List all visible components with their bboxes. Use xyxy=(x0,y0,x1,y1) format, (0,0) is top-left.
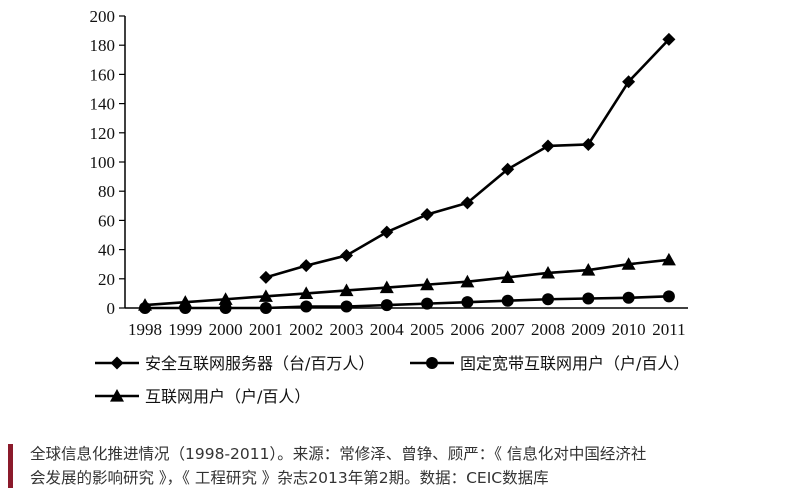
data-point-circle xyxy=(340,300,353,313)
y-tick-group: 0 20 40 60 80 100 120 140 160 180 200 xyxy=(90,7,125,318)
x-tick-label: 2007 xyxy=(491,320,526,339)
x-tick-label: 2002 xyxy=(289,320,323,339)
x-tick-label: 1998 xyxy=(128,320,162,339)
x-tick-label: 2006 xyxy=(450,320,484,339)
x-axis: 1998 1999 2000 2001 2002 2003 2004 2005 2006 2007… xyxy=(125,307,688,339)
x-tick-label: 2003 xyxy=(330,320,364,339)
legend-label-1: 安全互联网服务器（台/百万人） xyxy=(145,354,374,373)
data-point-diamond xyxy=(259,270,273,284)
series-line-1 xyxy=(265,38,670,279)
data-point-circle xyxy=(542,293,554,306)
legend: 安全互联网服务器（台/百万人） 固定宽带互联网用户（户/百人） 互联网用户（户/百人… xyxy=(95,354,689,406)
data-point-circle xyxy=(426,357,438,369)
y-tick-label: 20 xyxy=(98,270,115,289)
data-point-triangle xyxy=(661,252,676,266)
data-point-triangle xyxy=(500,270,515,283)
data-point-triangle xyxy=(299,286,314,299)
data-point-triangle xyxy=(621,257,636,270)
data-point-triangle xyxy=(339,283,354,297)
data-point-diamond xyxy=(581,137,595,151)
x-tick-label: 2008 xyxy=(531,320,565,339)
data-point-triangle xyxy=(110,389,124,402)
line-chart: 0 20 40 60 80 100 120 140 160 180 200 1998 1999 2000… xyxy=(90,7,690,406)
y-tick-label: 40 xyxy=(98,241,115,260)
x-tick-group: 1998 1999 2000 2001 2002 2003 2004 2005 2006 2007… xyxy=(128,320,686,339)
data-point-triangle xyxy=(379,280,394,294)
data-point-diamond xyxy=(622,75,636,89)
data-point-circle xyxy=(300,300,313,313)
series-line-2 xyxy=(145,295,669,310)
x-tick-label: 2011 xyxy=(652,320,685,339)
data-point-circle xyxy=(582,292,595,305)
legend-label-2: 固定宽带互联网用户（户/百人） xyxy=(460,354,689,373)
data-point-circle xyxy=(662,290,675,303)
y-tick-label: 200 xyxy=(90,7,116,26)
data-point-triangle xyxy=(218,292,233,305)
x-tick-label: 2004 xyxy=(370,320,405,339)
y-tick-label: 180 xyxy=(90,36,116,55)
y-axis: 0 20 40 60 80 100 120 140 160 180 200 xyxy=(90,7,126,318)
data-point-circle xyxy=(259,302,272,314)
data-point-diamond xyxy=(460,196,474,210)
data-point-diamond xyxy=(380,225,394,239)
caption-accent-bar xyxy=(8,444,13,488)
y-tick-label: 160 xyxy=(90,65,116,84)
data-point-circle xyxy=(622,291,635,304)
data-point-triangle xyxy=(420,277,435,291)
data-point-circle xyxy=(421,297,434,310)
data-point-triangle xyxy=(541,265,555,279)
data-point-triangle xyxy=(138,298,152,311)
x-tick-label: 2009 xyxy=(571,320,605,339)
x-tick-label: 2000 xyxy=(209,320,243,339)
data-point-circle xyxy=(461,296,474,309)
data-point-diamond xyxy=(501,162,515,176)
y-tick-label: 0 xyxy=(107,299,116,318)
data-point-triangle xyxy=(258,289,273,302)
data-point-diamond xyxy=(110,356,124,370)
caption-text: 全球信息化推进情况（1998-2011）。来源：常修泽、曾铮、顾严：《 信息化对… xyxy=(30,442,796,490)
data-point-diamond xyxy=(420,208,434,222)
y-tick-label: 120 xyxy=(90,124,116,143)
x-tick-label: 2001 xyxy=(249,320,283,339)
y-tick-label: 80 xyxy=(98,182,115,201)
y-tick-label: 60 xyxy=(98,211,115,230)
data-point-circle xyxy=(501,294,514,307)
data-point-triangle xyxy=(581,263,596,276)
data-point-circle xyxy=(219,302,232,314)
plot-series xyxy=(138,32,676,314)
data-point-diamond xyxy=(662,32,676,46)
data-point-triangle xyxy=(178,295,193,308)
legend-label-3: 互联网用户（户/百人） xyxy=(145,387,310,406)
series-line-3 xyxy=(144,258,670,307)
x-tick-label: 1999 xyxy=(168,320,202,339)
data-point-diamond xyxy=(299,259,313,273)
data-point-triangle xyxy=(460,274,475,288)
x-tick-label: 2010 xyxy=(612,320,646,339)
data-point-circle xyxy=(380,299,393,312)
caption-line-2: 会发展的影响研究 》，《 工程研究 》杂志2013年第2期。数据：CEIC数据库 xyxy=(30,469,549,487)
data-point-diamond xyxy=(541,139,555,153)
x-tick-label: 2005 xyxy=(410,320,444,339)
data-point-diamond xyxy=(340,248,353,262)
figure-caption: 全球信息化推进情况（1998-2011）。来源：常修泽、曾铮、顾严：《 信息化对… xyxy=(8,442,798,492)
caption-line-1: 全球信息化推进情况（1998-2011）。来源：常修泽、曾铮、顾严：《 信息化对… xyxy=(30,445,647,463)
y-tick-label: 140 xyxy=(90,95,116,114)
y-tick-label: 100 xyxy=(90,153,116,172)
